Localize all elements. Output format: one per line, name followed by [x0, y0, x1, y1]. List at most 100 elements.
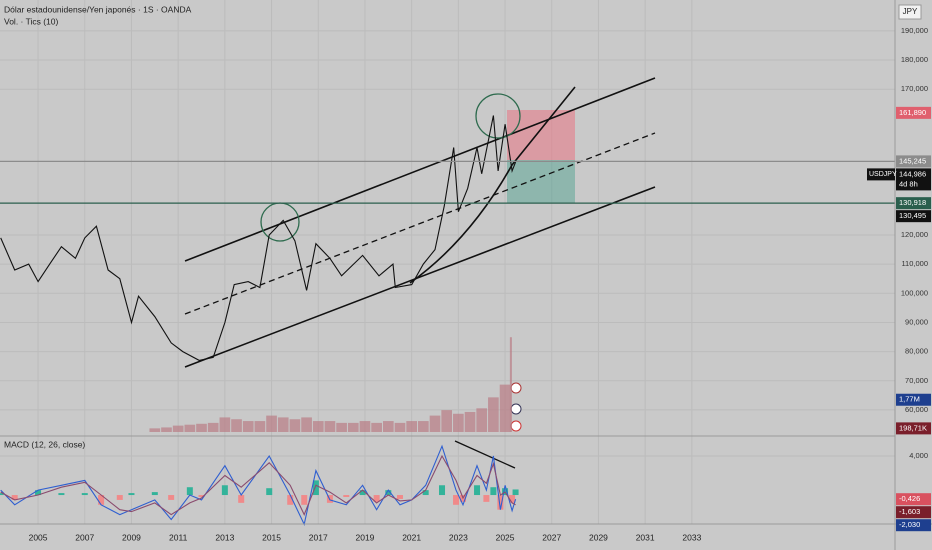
histogram-bar	[116, 495, 123, 500]
price-label: 161,890	[899, 108, 926, 117]
currency[interactable]: JPY	[903, 7, 918, 16]
histogram-bar	[396, 495, 403, 499]
divergence-line	[454, 440, 516, 469]
macd-line	[0, 444, 517, 526]
histogram-bar	[287, 495, 294, 505]
price-line	[0, 115, 517, 361]
price-label-box	[896, 422, 931, 435]
y-tick-label: 4,000	[909, 451, 928, 460]
x-tick-label: 2029	[589, 532, 608, 542]
histogram-bar	[439, 485, 446, 496]
price-label-box	[896, 210, 931, 223]
price-label-box	[896, 493, 931, 506]
histogram-bar	[474, 485, 481, 496]
price-label-box	[896, 106, 931, 119]
y-tick-label: 120,000	[901, 230, 928, 239]
histogram-bar	[385, 490, 392, 496]
volume-bar	[509, 337, 512, 432]
histogram-bar	[343, 495, 350, 497]
volume-bar	[406, 421, 417, 432]
volume-bar	[312, 421, 324, 432]
volume-title: Vol. · Tics (10)	[4, 16, 58, 26]
histogram-bar	[151, 492, 158, 496]
histogram-bar	[512, 489, 519, 496]
histogram-bar	[359, 490, 366, 496]
volume-bar	[464, 411, 476, 432]
volume-bar	[231, 419, 242, 432]
price-label: 1,77M	[899, 395, 920, 404]
price-label: -1,603	[899, 507, 920, 516]
histogram-bar	[128, 493, 135, 496]
volume-bar	[184, 424, 196, 432]
volume-bar	[394, 422, 406, 432]
x-tick-label: 2023	[449, 532, 468, 542]
volume-bar	[371, 422, 382, 432]
y-tick-label: 190,000	[901, 26, 928, 35]
y-tick-label: 80,000	[905, 347, 928, 356]
volume-bar	[301, 417, 312, 432]
y-tick-label: 60,000	[905, 405, 928, 414]
volume-bar	[266, 415, 277, 432]
volume-bar	[382, 421, 394, 432]
volume-bar	[441, 410, 453, 432]
volume-bar	[254, 421, 266, 432]
event-icon[interactable]	[510, 403, 522, 415]
histogram-bar	[312, 480, 319, 496]
labels: 2005 2007 2009 2011 2013 2015 2017 2019 2021 2023…	[29, 26, 931, 542]
symbol-box	[867, 168, 895, 181]
x-tick-label: 2011	[169, 532, 188, 542]
histogram-bar	[301, 495, 308, 505]
event-icon[interactable]	[510, 382, 522, 394]
histogram-bar	[81, 493, 88, 496]
loss-zone	[507, 110, 575, 160]
macd-title: MACD (12, 26, close)	[4, 439, 85, 449]
x-tick-label: 2019	[355, 532, 374, 542]
support-line	[409, 86, 576, 284]
x-tick-label: 2007	[75, 532, 94, 542]
price-label-box	[896, 197, 931, 210]
price-label: 130,495	[899, 211, 926, 220]
histogram-bar	[98, 495, 105, 505]
volume-bar	[488, 397, 499, 432]
price-label: 130,918	[899, 198, 926, 207]
highlight-circle	[475, 93, 521, 139]
chart-title: Dólar estadounidense/Yen japonés · 1S · …	[4, 4, 192, 14]
histogram-bar	[509, 495, 516, 503]
price-label-box	[896, 168, 931, 191]
volume-bar	[219, 417, 231, 432]
event-icon[interactable]	[510, 420, 522, 432]
price-label: -2,030	[899, 520, 920, 529]
histogram-bar	[453, 495, 460, 505]
y-tick-label: 90,000	[905, 317, 928, 326]
price-label: 145,245	[899, 156, 926, 165]
volume-bar	[289, 419, 301, 432]
channel-bottom	[184, 186, 656, 368]
price-axis	[895, 0, 932, 550]
volume-bar	[172, 425, 184, 432]
price-countdown: 4d 8h	[899, 179, 918, 188]
price-label: 144,986	[899, 169, 926, 178]
price-label: -0,426	[899, 494, 920, 503]
drawings	[184, 77, 656, 469]
histogram-bar	[186, 487, 193, 496]
histogram-bar	[168, 495, 175, 500]
volume-bar	[324, 421, 336, 432]
channel-mid	[184, 132, 656, 315]
histogram-bar	[497, 495, 504, 510]
y-tick-label: 110,000	[901, 259, 928, 268]
volume-bar	[242, 421, 254, 432]
volume-bar	[429, 415, 441, 432]
x-tick-label: 2009	[122, 532, 141, 542]
volume-bar	[277, 417, 289, 432]
y-tick-label: 70,000	[905, 376, 928, 385]
price-label-box	[896, 393, 931, 406]
histogram-bar	[35, 490, 42, 496]
macd-line	[0, 454, 516, 516]
x-tick-label: 2017	[309, 532, 328, 542]
currency-box[interactable]	[898, 4, 922, 20]
x-tick-label: 2005	[29, 532, 48, 542]
x-tick-label: 2015	[262, 532, 281, 542]
histogram-bar	[0, 493, 4, 496]
